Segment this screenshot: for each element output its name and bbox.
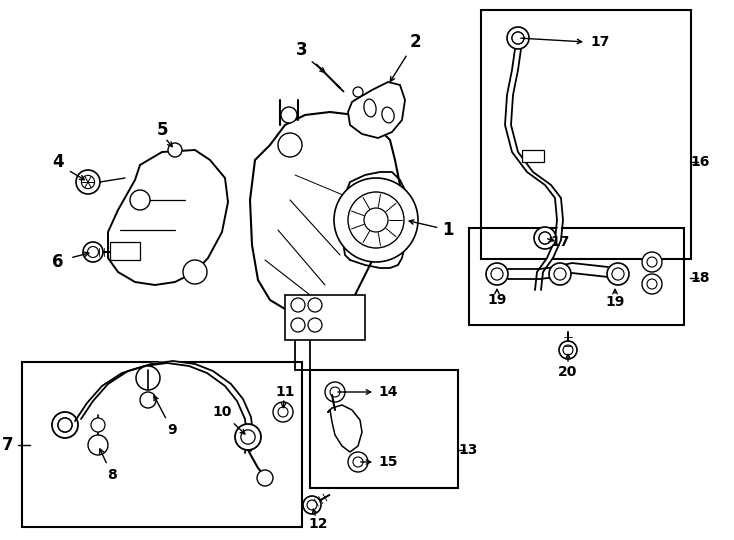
Text: 8: 8 (100, 449, 117, 482)
Circle shape (88, 435, 108, 455)
Circle shape (512, 32, 524, 44)
Circle shape (257, 470, 273, 486)
Bar (522, 150, 544, 162)
Polygon shape (250, 112, 400, 315)
Text: 17: 17 (590, 35, 610, 49)
Ellipse shape (364, 99, 376, 117)
Bar (285, 295, 365, 340)
Text: 17: 17 (550, 235, 570, 249)
Circle shape (642, 252, 662, 272)
Bar (310, 370, 458, 488)
Circle shape (348, 452, 368, 472)
Circle shape (308, 298, 322, 312)
Circle shape (52, 412, 78, 438)
Circle shape (559, 341, 577, 359)
Polygon shape (108, 150, 228, 285)
Circle shape (58, 418, 72, 432)
Polygon shape (328, 405, 362, 452)
Text: 19: 19 (487, 293, 506, 307)
Text: 19: 19 (606, 295, 625, 309)
Polygon shape (348, 82, 405, 138)
Text: 4: 4 (52, 153, 64, 171)
Circle shape (642, 274, 662, 294)
Text: 11: 11 (275, 385, 295, 399)
Circle shape (308, 318, 322, 332)
Text: 14: 14 (378, 385, 398, 399)
Ellipse shape (382, 107, 394, 123)
Text: 7: 7 (2, 436, 14, 454)
Text: 16: 16 (690, 155, 710, 169)
Circle shape (353, 87, 363, 97)
Circle shape (130, 190, 150, 210)
Bar (110, 242, 140, 260)
Bar (481, 10, 691, 259)
Circle shape (549, 263, 571, 285)
Circle shape (291, 298, 305, 312)
Text: 3: 3 (297, 41, 308, 59)
Circle shape (291, 318, 305, 332)
Circle shape (325, 382, 345, 402)
Text: 5: 5 (156, 121, 168, 139)
Text: 10: 10 (212, 405, 245, 434)
Circle shape (507, 27, 529, 49)
Bar (22, 362, 302, 527)
Circle shape (136, 366, 160, 390)
Circle shape (235, 424, 261, 450)
Circle shape (83, 242, 103, 262)
Circle shape (334, 178, 418, 262)
Circle shape (76, 170, 100, 194)
Text: 13: 13 (458, 443, 478, 457)
Circle shape (539, 232, 551, 244)
Text: 18: 18 (690, 271, 710, 285)
Circle shape (91, 418, 105, 432)
Circle shape (534, 227, 556, 249)
Bar (469, 228, 684, 325)
Circle shape (281, 107, 297, 123)
Circle shape (607, 263, 629, 285)
Text: 20: 20 (559, 365, 578, 379)
Text: 2: 2 (390, 33, 421, 82)
Circle shape (303, 496, 321, 514)
Polygon shape (342, 172, 408, 268)
Text: 6: 6 (52, 253, 64, 271)
Circle shape (486, 263, 508, 285)
Circle shape (168, 143, 182, 157)
Text: 1: 1 (410, 220, 454, 239)
Circle shape (140, 392, 156, 408)
Text: 9: 9 (154, 396, 177, 437)
Circle shape (183, 260, 207, 284)
Circle shape (273, 402, 293, 422)
Text: 12: 12 (308, 517, 328, 531)
Text: 15: 15 (378, 455, 398, 469)
Circle shape (278, 133, 302, 157)
